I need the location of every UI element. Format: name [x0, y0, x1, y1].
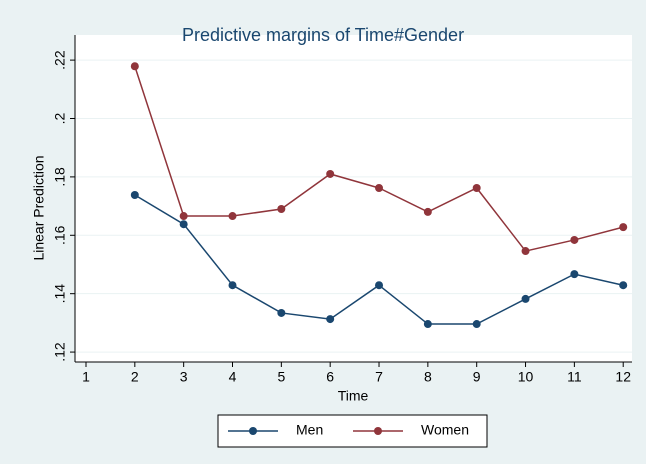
legend-marker	[249, 427, 257, 435]
data-point	[228, 281, 237, 290]
y-tick-label: .18	[52, 167, 68, 187]
y-tick-label: .16	[52, 225, 68, 245]
chart-title: Predictive margins of Time#Gender	[182, 25, 464, 45]
data-point	[619, 281, 628, 290]
x-axis-label: Time	[338, 388, 369, 404]
x-tick-label: 11	[567, 369, 582, 385]
data-point	[375, 281, 384, 290]
data-point	[277, 308, 286, 317]
data-point	[179, 212, 188, 221]
data-point	[423, 320, 432, 329]
x-tick-label: 7	[375, 369, 383, 385]
data-point	[326, 315, 335, 324]
x-tick-label: 1	[82, 369, 90, 385]
data-point	[570, 270, 579, 279]
x-tick-label: 3	[180, 369, 188, 385]
data-point	[521, 247, 530, 256]
y-tick-label: .14	[52, 284, 68, 304]
y-tick-label: .12	[52, 342, 68, 362]
data-point	[570, 235, 579, 244]
x-tick-label: 12	[615, 369, 631, 385]
data-point	[130, 62, 139, 71]
x-tick-label: 4	[229, 369, 237, 385]
data-point	[472, 183, 481, 192]
x-tick-label: 9	[473, 369, 481, 385]
y-axis-label: Linear Prediction	[31, 155, 47, 260]
data-point	[277, 205, 286, 214]
data-point	[472, 320, 481, 329]
x-tick-label: 5	[277, 369, 285, 385]
data-point	[326, 169, 335, 178]
x-tick-label: 10	[518, 369, 534, 385]
data-point	[619, 223, 628, 232]
data-point	[179, 220, 188, 229]
legend-label: Women	[421, 422, 469, 438]
plot-area	[75, 35, 632, 362]
data-point	[423, 207, 432, 216]
legend-marker	[374, 427, 382, 435]
x-tick-label: 2	[131, 369, 139, 385]
data-point	[521, 294, 530, 303]
data-point	[375, 183, 384, 192]
legend-label: Men	[296, 422, 323, 438]
y-tick-label: .2	[52, 112, 68, 124]
x-tick-label: 8	[424, 369, 432, 385]
data-point	[130, 190, 139, 199]
data-point	[228, 212, 237, 221]
y-tick-label: .22	[52, 50, 68, 70]
x-tick-label: 6	[326, 369, 334, 385]
